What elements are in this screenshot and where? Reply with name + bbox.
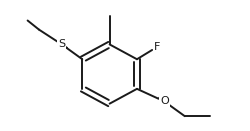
Text: F: F	[154, 42, 161, 52]
Text: S: S	[58, 39, 65, 49]
Text: O: O	[160, 96, 169, 106]
